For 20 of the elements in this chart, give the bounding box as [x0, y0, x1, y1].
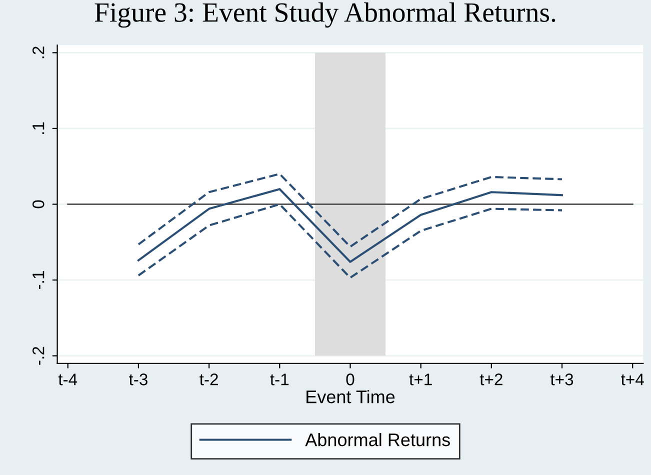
y-tick-label: .2: [32, 46, 44, 58]
y-tick-label: -.2: [32, 346, 44, 365]
x-axis-title: Event Time: [306, 390, 395, 404]
x-tick-label: t-2: [200, 374, 218, 386]
line-series: [137, 172, 564, 248]
x-tick-label: t-3: [128, 374, 148, 386]
x-tick-label: 0: [346, 374, 354, 386]
line-series: [137, 188, 564, 263]
y-tick-label: 0: [32, 200, 44, 208]
x-tick-label: t+3: [550, 374, 574, 386]
chart-title: Figure 3: Event Study Abnormal Returns.: [94, 2, 556, 28]
text: Abnormal Returns: [305, 432, 450, 446]
x-tick-label: t+1: [409, 374, 432, 386]
x-tick-label: t+2: [480, 374, 502, 386]
x-tick-label: t-4: [58, 374, 78, 386]
line-series: [137, 203, 564, 279]
x-tick-label: t-1: [270, 374, 289, 386]
y-tick-label: -.1: [32, 271, 44, 290]
x-tick-label: t+4: [621, 374, 644, 386]
y-tick-label: .1: [32, 122, 44, 134]
